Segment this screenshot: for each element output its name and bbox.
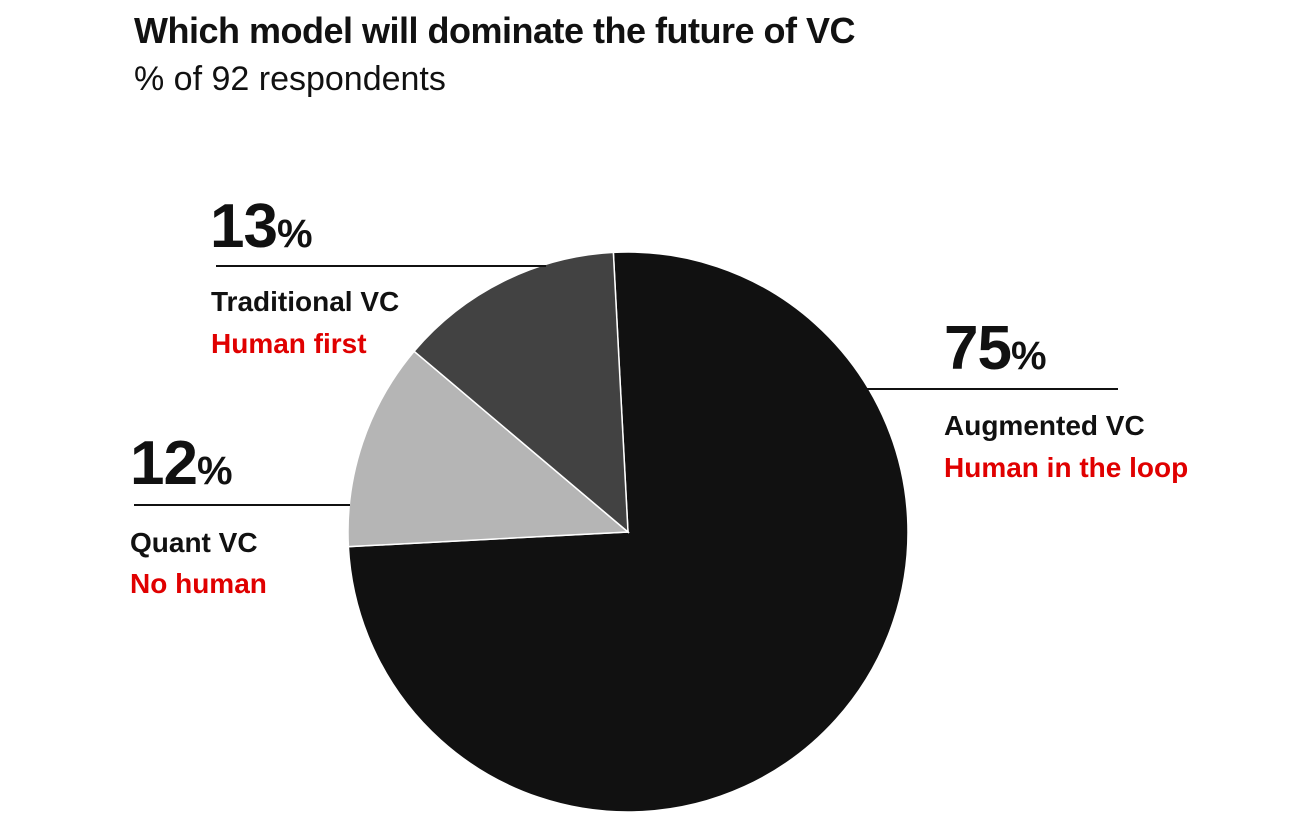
traditional-vc-label: Traditional VC (211, 286, 400, 317)
augmented-vc-percent: 75% (944, 318, 1047, 380)
quant-vc-label: Quant VC (130, 527, 258, 558)
traditional-vc-detail: Human first (211, 328, 367, 359)
augmented-vc-value: 75 (944, 314, 1012, 383)
quant-vc-leader-line (134, 504, 350, 506)
quant-vc-percent-sign: % (196, 449, 233, 493)
chart-subtitle: % of 92 respondents (134, 60, 446, 98)
traditional-vc-value: 13 (210, 192, 278, 261)
augmented-vc-leader-line (748, 388, 1118, 390)
traditional-vc-leader-line (216, 265, 546, 267)
chart-title: Which model will dominate the future of … (134, 10, 856, 51)
quant-vc-slice (347, 350, 630, 548)
quant-vc-percent: 12% (130, 433, 233, 495)
traditional-vc-percent-sign: % (276, 212, 313, 256)
traditional-vc-slice (413, 251, 629, 534)
traditional-vc-percent: 13% (210, 196, 313, 258)
quant-vc-detail: No human (130, 568, 267, 599)
augmented-vc-detail: Human in the loop (944, 452, 1189, 483)
quant-vc-value: 12 (130, 429, 198, 498)
augmented-vc-label: Augmented VC (944, 410, 1145, 441)
augmented-vc-percent-sign: % (1010, 334, 1047, 378)
